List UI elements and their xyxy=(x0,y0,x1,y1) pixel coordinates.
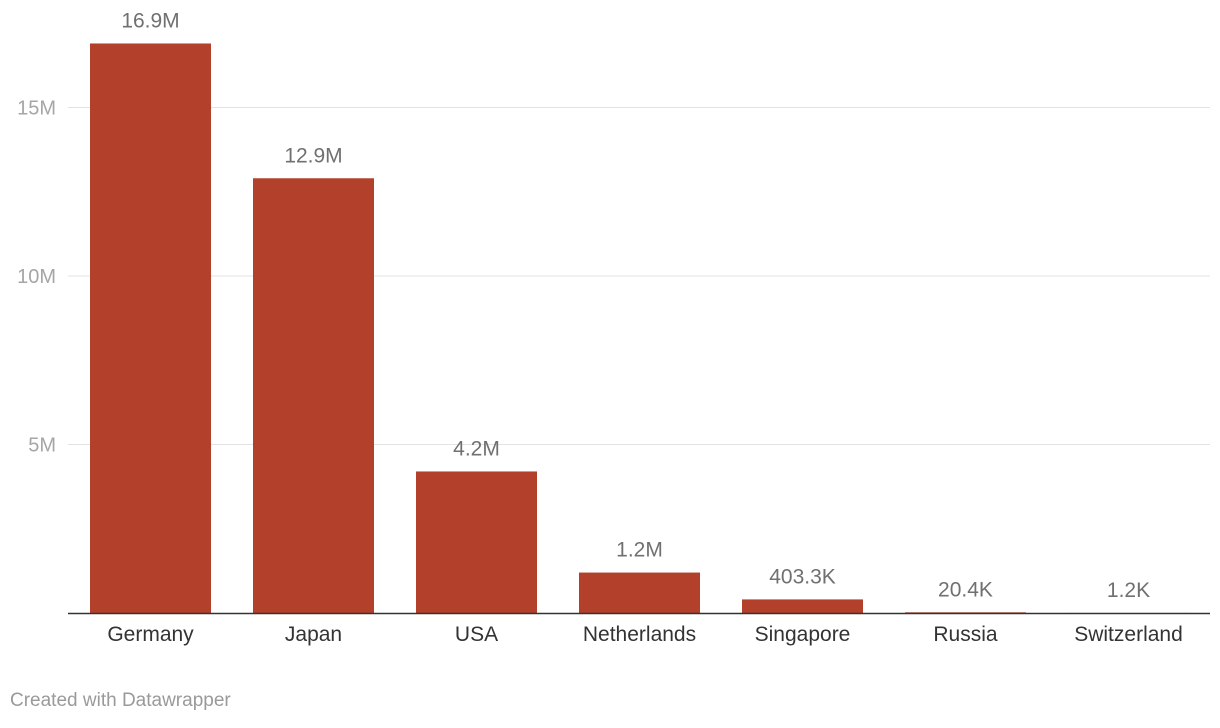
category-label-singapore: Singapore xyxy=(755,623,851,646)
y-tick-label: 5M xyxy=(28,435,56,457)
data-label-netherlands: 1.2M xyxy=(616,539,663,562)
bar-usa xyxy=(416,471,537,613)
credit-text: Created with Datawrapper xyxy=(10,690,231,711)
data-label-switzerland: 1.2K xyxy=(1107,579,1150,602)
bars xyxy=(90,43,1189,614)
bar-germany xyxy=(90,43,211,614)
y-axis-ticks: 5M 10M 15M xyxy=(17,98,56,457)
bar-japan xyxy=(253,178,374,613)
category-label-netherlands: Netherlands xyxy=(583,623,696,646)
category-labels: Germany Japan USA Netherlands Singapore Russi… xyxy=(107,623,1182,646)
category-label-switzerland: Switzerland xyxy=(1074,623,1183,646)
category-label-usa: USA xyxy=(455,623,498,646)
bar-netherlands xyxy=(579,572,700,613)
category-label-russia: Russia xyxy=(933,623,998,646)
category-label-germany: Germany xyxy=(107,623,194,646)
data-label-russia: 20.4K xyxy=(938,578,993,601)
data-label-singapore: 403.3K xyxy=(769,565,836,588)
y-tick-label: 10M xyxy=(17,266,56,288)
data-label-usa: 4.2M xyxy=(453,437,500,460)
data-label-japan: 12.9M xyxy=(284,144,342,167)
y-tick-label: 15M xyxy=(17,98,56,120)
bar-russia xyxy=(905,612,1026,613)
gridlines xyxy=(68,107,1210,445)
bar-singapore xyxy=(742,599,863,613)
data-labels: 16.9M 12.9M 4.2M 1.2M 403.3K 20.4K 1.2K xyxy=(121,9,1150,601)
data-label-germany: 16.9M xyxy=(121,9,179,32)
category-label-japan: Japan xyxy=(285,623,342,646)
